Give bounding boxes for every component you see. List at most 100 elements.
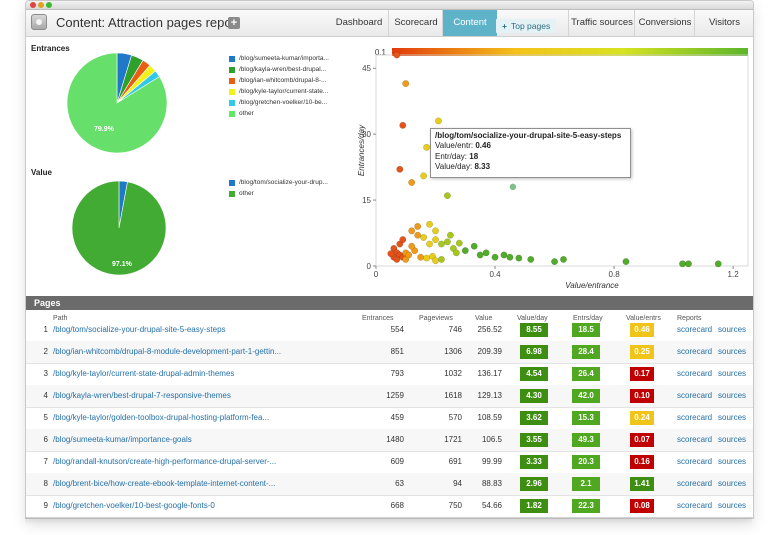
scatter-point[interactable] bbox=[435, 117, 442, 125]
legend-item[interactable]: /blog/kayla-wren/best-drupal... bbox=[229, 64, 329, 75]
page-path-link[interactable]: /blog/brent-bice/how-create-ebook-templa… bbox=[53, 479, 276, 488]
scatter-point[interactable] bbox=[414, 222, 422, 230]
scatter-point[interactable] bbox=[426, 240, 434, 248]
col-value-entrs[interactable]: Value/entrs bbox=[626, 315, 661, 322]
scatter-point[interactable] bbox=[452, 249, 460, 257]
sources-link[interactable]: sources bbox=[718, 391, 747, 400]
col-pageviews[interactable]: Pageviews bbox=[419, 315, 453, 322]
scatter-point[interactable] bbox=[423, 143, 431, 151]
scatter-point[interactable] bbox=[560, 255, 567, 263]
legend-item[interactable]: /blog/gretchen-voelker/10-be... bbox=[229, 97, 329, 108]
scatter-point[interactable] bbox=[438, 240, 445, 248]
sources-link[interactable]: sources bbox=[718, 435, 747, 444]
scatter-point[interactable] bbox=[515, 254, 523, 262]
tab-dashboard[interactable]: Dashboard bbox=[335, 17, 383, 28]
scatter-point[interactable] bbox=[405, 251, 413, 259]
tab-conversions[interactable]: Conversions bbox=[634, 10, 695, 36]
pie-slice[interactable] bbox=[66, 52, 168, 154]
scatter-point[interactable] bbox=[423, 254, 431, 262]
scorecard-link[interactable]: scorecard bbox=[677, 413, 713, 422]
col-value[interactable]: Value bbox=[475, 315, 493, 322]
scatter-point[interactable] bbox=[438, 255, 445, 263]
highlighted-point[interactable] bbox=[508, 182, 518, 192]
scatter-point[interactable] bbox=[408, 179, 416, 186]
page-path-link[interactable]: /blog/kyle-taylor/current-state-drupal-a… bbox=[53, 369, 235, 378]
scorecard-link[interactable]: scorecard bbox=[677, 457, 713, 466]
scatter-point[interactable] bbox=[551, 258, 559, 266]
tab-content[interactable]: Content bbox=[442, 10, 497, 36]
page-path-link[interactable]: /blog/kyle-taylor/golden-toolbox-drupal-… bbox=[53, 413, 270, 422]
scatter-point[interactable] bbox=[491, 253, 499, 261]
maximize-icon[interactable] bbox=[46, 2, 52, 8]
col-path[interactable]: Path bbox=[53, 315, 68, 322]
scorecard-link[interactable]: scorecard bbox=[677, 479, 713, 488]
legend-item[interactable]: /blog/sumeeta-kumar/importa... bbox=[229, 53, 329, 64]
scatter-point[interactable] bbox=[714, 260, 722, 268]
scatter-point[interactable] bbox=[432, 236, 439, 244]
legend-item[interactable]: other bbox=[229, 108, 329, 119]
scatter-point[interactable] bbox=[476, 251, 484, 259]
page-path-link[interactable]: /blog/sumeeta-kumar/importance-goals bbox=[53, 435, 192, 444]
sources-link[interactable]: sources bbox=[718, 501, 747, 510]
sources-link[interactable]: sources bbox=[718, 325, 747, 334]
scatter-point[interactable] bbox=[443, 192, 451, 200]
scatter-point[interactable] bbox=[399, 121, 407, 129]
col-entrances[interactable]: Entrances bbox=[362, 315, 394, 322]
scatter-point[interactable] bbox=[393, 51, 401, 59]
scatter-point[interactable] bbox=[622, 258, 630, 266]
scorecard-link[interactable]: scorecard bbox=[677, 347, 713, 356]
scatter-point[interactable] bbox=[482, 249, 490, 257]
tab-traffic-sources[interactable]: Traffic sources bbox=[568, 10, 635, 36]
legend-item[interactable]: /blog/tom/socialize-your-drup... bbox=[229, 177, 328, 188]
sources-link[interactable]: sources bbox=[718, 479, 747, 488]
scorecard-link[interactable]: scorecard bbox=[677, 325, 713, 334]
scatter-point[interactable] bbox=[393, 255, 401, 263]
page-path-link[interactable]: /blog/randall-knutson/create-high-perfor… bbox=[53, 457, 277, 466]
scatter-point[interactable] bbox=[679, 260, 686, 268]
scorecard-link[interactable]: scorecard bbox=[677, 435, 713, 444]
scorecard-link[interactable]: scorecard bbox=[677, 391, 713, 400]
page-path-link[interactable]: /blog/tom/socialize-your-drupal-site-5-e… bbox=[53, 325, 226, 334]
scatter-point[interactable] bbox=[443, 238, 451, 246]
scatter-point[interactable] bbox=[396, 165, 404, 173]
scatter-point[interactable] bbox=[527, 255, 535, 263]
legend-item[interactable]: /blog/kyle-taylor/current-state... bbox=[229, 86, 329, 97]
scorecard-link[interactable]: scorecard bbox=[677, 501, 713, 510]
scatter-point[interactable] bbox=[420, 172, 428, 180]
sources-link[interactable]: sources bbox=[718, 457, 747, 466]
scatter-point[interactable] bbox=[399, 236, 407, 244]
sources-link[interactable]: sources bbox=[718, 369, 747, 378]
scatter-point[interactable] bbox=[685, 260, 692, 268]
page-path-link[interactable]: /blog/ian-whitcomb/drupal-8-module-devel… bbox=[53, 347, 282, 356]
page-path-link[interactable]: /blog/gretchen-voelker/10-best-google-fo… bbox=[53, 501, 215, 510]
scatter-point[interactable] bbox=[387, 250, 395, 258]
legend-item[interactable]: /blog/ian-whitcomb/drupal-8-... bbox=[229, 75, 329, 86]
tab-scorecard[interactable]: Scorecard bbox=[388, 10, 443, 36]
col-value-day[interactable]: Value/day bbox=[517, 315, 548, 322]
scatter-point[interactable] bbox=[417, 253, 425, 261]
page-path-link[interactable]: /blog/kayla-wren/best-drupal-7-responsiv… bbox=[53, 391, 231, 400]
scatter-point[interactable] bbox=[446, 231, 454, 239]
sources-link[interactable]: sources bbox=[718, 347, 747, 356]
add-icon[interactable]: + bbox=[228, 17, 240, 29]
col-entrs-day[interactable]: Entrs/day bbox=[573, 315, 603, 322]
scatter-point[interactable] bbox=[455, 239, 463, 247]
close-icon[interactable] bbox=[30, 2, 36, 8]
scatter-point[interactable] bbox=[426, 220, 434, 228]
scatter-point[interactable] bbox=[506, 253, 514, 261]
scatter-point[interactable] bbox=[414, 231, 422, 239]
tab-visitors[interactable]: Visitors bbox=[694, 10, 753, 36]
scatter-point[interactable] bbox=[408, 227, 416, 235]
legend-item[interactable]: other bbox=[229, 188, 328, 199]
scatter-point[interactable] bbox=[420, 233, 428, 241]
scatter-point[interactable] bbox=[470, 242, 478, 250]
scatter-point[interactable] bbox=[432, 257, 439, 265]
scatter-point[interactable] bbox=[408, 242, 416, 250]
scatter-point[interactable] bbox=[500, 251, 508, 259]
sources-link[interactable]: sources bbox=[718, 413, 747, 422]
subtab-top-pages[interactable]: + Top pages bbox=[496, 19, 557, 33]
scatter-point[interactable] bbox=[461, 247, 469, 255]
minimize-icon[interactable] bbox=[38, 2, 44, 8]
pie-slice[interactable] bbox=[71, 180, 167, 276]
scatter-point[interactable] bbox=[402, 80, 410, 88]
